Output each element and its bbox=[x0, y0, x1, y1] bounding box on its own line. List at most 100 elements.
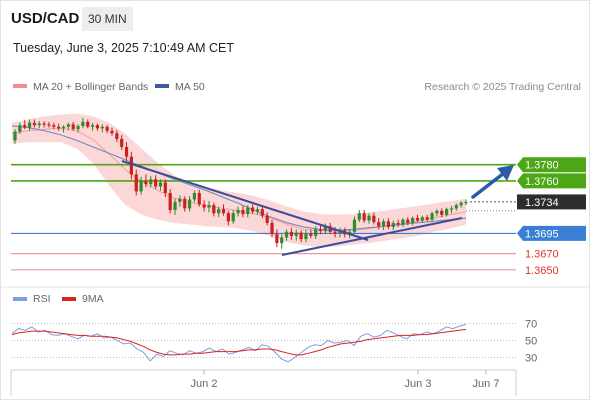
downtrend-line bbox=[121, 160, 369, 241]
candle-body bbox=[37, 123, 41, 126]
candle-body bbox=[57, 126, 61, 129]
candle-body bbox=[105, 126, 109, 131]
candle-body bbox=[445, 209, 449, 215]
candle-body bbox=[411, 218, 415, 223]
ma50-line bbox=[11, 125, 467, 231]
legend-swatch-ma50 bbox=[155, 84, 169, 88]
candle-body bbox=[275, 234, 279, 244]
candle-body bbox=[115, 133, 119, 139]
candle-body bbox=[149, 179, 153, 185]
candle-body bbox=[430, 213, 434, 220]
rsi-tick-50: 50 bbox=[525, 336, 537, 348]
last-price-label: 1.3734 bbox=[525, 197, 559, 209]
candle-body bbox=[173, 201, 177, 210]
candle-body bbox=[52, 125, 56, 127]
candle-body bbox=[226, 213, 230, 222]
legend-swatch-rsi-ma bbox=[62, 297, 76, 301]
candle-body bbox=[280, 237, 284, 244]
candle-body bbox=[217, 209, 221, 214]
candle-body bbox=[459, 202, 463, 206]
legend-label-ma20: MA 20 + Bollinger Bands bbox=[33, 81, 148, 93]
candle-body bbox=[255, 209, 260, 212]
rsi-tick-70: 70 bbox=[525, 319, 537, 331]
candle-body bbox=[270, 222, 274, 235]
candle-body bbox=[124, 146, 129, 157]
projection-arrow-head bbox=[497, 165, 514, 181]
candle-body bbox=[386, 221, 391, 227]
candle-body bbox=[23, 125, 27, 128]
candle-body bbox=[420, 217, 424, 221]
candle-body bbox=[86, 121, 90, 127]
candle-body bbox=[47, 124, 51, 126]
candle-body bbox=[32, 122, 36, 126]
candle-body bbox=[260, 209, 264, 216]
candle-body bbox=[284, 231, 289, 238]
candle-body bbox=[236, 209, 240, 214]
candle-body bbox=[367, 215, 371, 221]
candle-body bbox=[314, 229, 318, 236]
candle-body bbox=[294, 232, 298, 236]
candle-body bbox=[425, 217, 429, 220]
candle-body bbox=[299, 232, 303, 240]
candle-body bbox=[110, 130, 114, 134]
legend-swatch-ma20 bbox=[13, 84, 27, 88]
candle-body bbox=[251, 207, 255, 212]
candle-body bbox=[241, 209, 245, 215]
level-box-1.3695 bbox=[517, 225, 586, 241]
candle-body bbox=[352, 219, 357, 232]
x-tick-label: Jun 7 bbox=[473, 378, 500, 390]
candle-body bbox=[406, 219, 410, 223]
candle-body bbox=[304, 233, 308, 240]
level-label-1.3650: 1.3650 bbox=[525, 265, 559, 277]
candle-body bbox=[396, 222, 400, 225]
candle-body bbox=[154, 179, 158, 187]
candle-body bbox=[391, 222, 395, 227]
candle-body bbox=[333, 231, 337, 234]
candle-body bbox=[377, 222, 381, 227]
candle-body bbox=[129, 156, 133, 175]
last-price-box bbox=[517, 194, 586, 210]
timestamp: Tuesday, June 3, 2025 7:10:49 AM CET bbox=[13, 41, 234, 55]
legend-swatch-rsi bbox=[13, 297, 27, 301]
rsi-line bbox=[11, 323, 467, 363]
level-label-1.3670: 1.3670 bbox=[525, 249, 559, 261]
legend-label-rsi: RSI bbox=[33, 293, 51, 305]
level-label-1.3695: 1.3695 bbox=[525, 228, 559, 240]
candle-body bbox=[168, 193, 172, 210]
candle-body bbox=[90, 125, 95, 127]
candle-body bbox=[357, 213, 361, 220]
candle-body bbox=[362, 213, 366, 221]
interval-badge[interactable]: 30 MIN bbox=[82, 7, 133, 31]
candle-body bbox=[221, 209, 226, 214]
candle-body bbox=[231, 213, 235, 222]
candle-body bbox=[202, 204, 206, 208]
candle-body bbox=[158, 182, 163, 187]
candle-body bbox=[76, 125, 80, 130]
candle-body bbox=[27, 122, 32, 128]
candle-body bbox=[100, 126, 104, 129]
candle-body bbox=[197, 193, 201, 205]
candle-body bbox=[61, 126, 66, 129]
x-tick-label: Jun 3 bbox=[405, 378, 432, 390]
candle-body bbox=[435, 210, 439, 214]
rsi-tick-30: 30 bbox=[525, 353, 537, 365]
level-label-1.3760: 1.3760 bbox=[525, 176, 559, 188]
candle-body bbox=[265, 215, 269, 223]
candle-body bbox=[163, 182, 167, 194]
legend-credit: Research © 2025 Trading Central bbox=[424, 81, 581, 93]
candle-body bbox=[401, 219, 405, 225]
candle-body bbox=[440, 210, 444, 215]
candle-body bbox=[120, 138, 124, 147]
candle-body bbox=[415, 218, 420, 221]
candle-body bbox=[13, 131, 17, 141]
candle-body bbox=[192, 193, 197, 200]
candle-body bbox=[95, 125, 100, 129]
symbol-title: USD/CAD bbox=[11, 10, 80, 27]
candle-body bbox=[139, 180, 143, 192]
candle-body bbox=[178, 198, 182, 202]
projection-arrow-shaft bbox=[471, 171, 506, 199]
candle-body bbox=[144, 180, 148, 185]
candle-body bbox=[18, 125, 22, 132]
candle-body bbox=[449, 208, 454, 210]
